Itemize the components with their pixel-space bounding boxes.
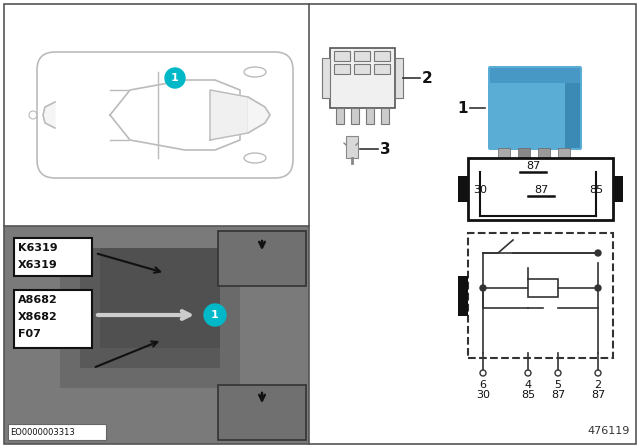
Circle shape <box>480 370 486 376</box>
Text: 476119: 476119 <box>588 426 630 436</box>
Bar <box>374 64 390 74</box>
Text: 85: 85 <box>589 185 603 195</box>
Text: 2: 2 <box>422 70 433 86</box>
FancyBboxPatch shape <box>37 52 293 178</box>
Text: X6319: X6319 <box>18 260 58 270</box>
Circle shape <box>525 370 531 376</box>
Circle shape <box>595 285 601 291</box>
Text: 87: 87 <box>591 390 605 400</box>
Bar <box>60 248 240 388</box>
Bar <box>468 233 613 358</box>
Bar <box>458 276 468 316</box>
FancyBboxPatch shape <box>488 66 582 150</box>
Bar <box>8 424 106 440</box>
Bar <box>351 108 359 124</box>
Circle shape <box>595 370 601 376</box>
Bar <box>4 4 309 226</box>
Bar <box>336 108 344 124</box>
Bar <box>334 51 350 61</box>
Bar <box>309 4 636 226</box>
Text: X8682: X8682 <box>18 312 58 322</box>
Text: 5: 5 <box>554 380 561 390</box>
Text: 87: 87 <box>534 185 548 195</box>
Bar <box>490 68 580 83</box>
Bar <box>381 108 389 124</box>
Text: 4: 4 <box>524 380 532 390</box>
Polygon shape <box>248 97 270 133</box>
Bar <box>218 231 306 286</box>
Bar <box>395 58 403 98</box>
Bar <box>346 136 358 158</box>
Bar <box>330 48 395 108</box>
Circle shape <box>595 250 601 256</box>
Bar <box>458 176 468 202</box>
Circle shape <box>204 304 226 326</box>
Bar <box>366 108 374 124</box>
Bar <box>218 385 306 440</box>
Text: 30: 30 <box>476 390 490 400</box>
Polygon shape <box>110 80 240 150</box>
Bar <box>14 238 92 276</box>
Polygon shape <box>43 102 55 128</box>
Bar <box>528 279 558 297</box>
Bar <box>354 64 370 74</box>
Polygon shape <box>210 90 248 140</box>
Text: 2: 2 <box>595 380 602 390</box>
Text: 87: 87 <box>526 161 540 171</box>
Bar <box>4 226 309 444</box>
Circle shape <box>165 68 185 88</box>
Text: 6: 6 <box>479 380 486 390</box>
Bar <box>538 148 550 162</box>
Bar <box>468 158 613 220</box>
Text: F07: F07 <box>18 329 41 339</box>
Bar <box>14 290 92 348</box>
Text: 1: 1 <box>458 100 468 116</box>
Bar <box>322 58 330 98</box>
Bar <box>354 51 370 61</box>
Circle shape <box>555 370 561 376</box>
Bar <box>558 148 570 162</box>
Text: K6319: K6319 <box>18 243 58 253</box>
Text: 30: 30 <box>473 185 487 195</box>
Circle shape <box>480 285 486 291</box>
Text: 3: 3 <box>380 142 390 156</box>
Text: EO0000003313: EO0000003313 <box>10 427 75 436</box>
Text: 87: 87 <box>551 390 565 400</box>
Text: 1: 1 <box>211 310 219 320</box>
Bar <box>565 68 580 148</box>
Bar <box>374 51 390 61</box>
Text: A8682: A8682 <box>18 295 58 305</box>
Text: 1: 1 <box>171 73 179 83</box>
Bar <box>334 64 350 74</box>
Bar <box>613 176 623 202</box>
Bar <box>80 248 220 368</box>
Bar <box>100 248 220 348</box>
Bar <box>518 148 530 162</box>
Bar <box>4 226 309 444</box>
Text: 85: 85 <box>521 390 535 400</box>
Bar <box>498 148 510 162</box>
